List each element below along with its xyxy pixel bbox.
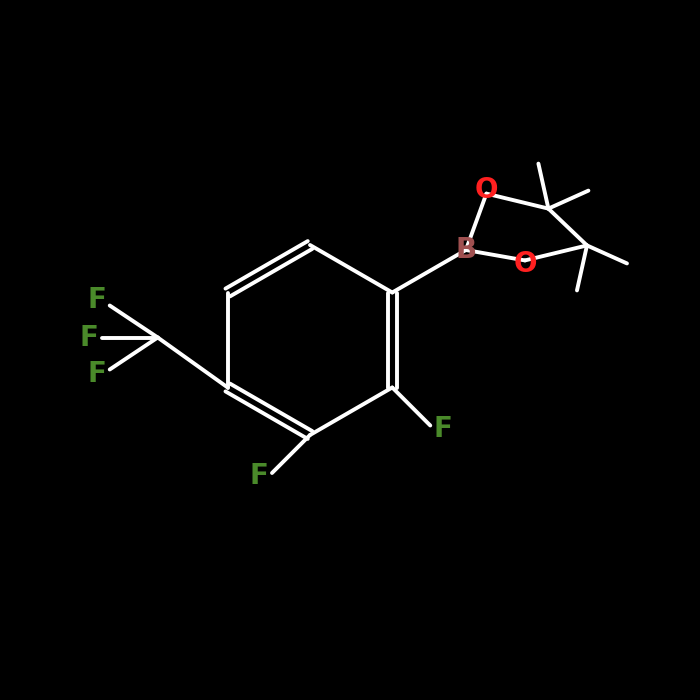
Text: F: F <box>88 286 106 314</box>
Text: O: O <box>475 176 498 204</box>
Text: O: O <box>513 251 537 279</box>
Text: F: F <box>250 462 268 490</box>
Text: F: F <box>434 414 453 442</box>
Text: F: F <box>88 360 106 388</box>
Text: F: F <box>79 323 98 351</box>
Text: B: B <box>455 236 477 264</box>
